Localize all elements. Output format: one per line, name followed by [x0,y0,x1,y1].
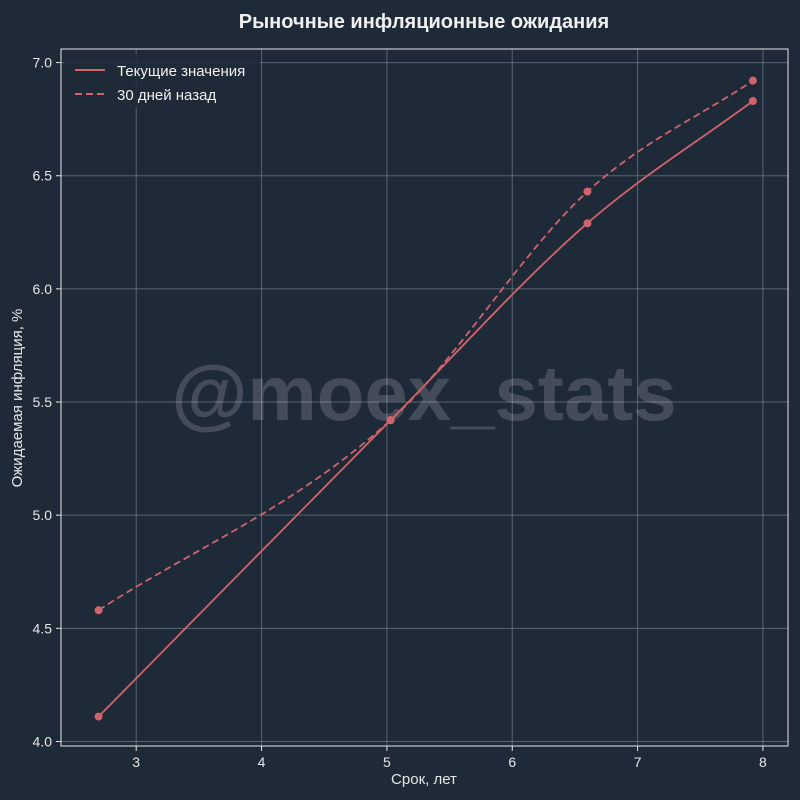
plot-frame [60,48,789,747]
series-points [94,76,757,721]
x-tick-label: 7 [634,754,642,770]
y-tick-label: 4.0 [33,733,53,749]
x-tick-label: 8 [759,754,767,770]
data-point-30-days-ago [94,606,103,615]
y-tick-label: 5.5 [33,394,53,410]
y-tick-label: 4.5 [33,620,53,636]
series-line-current [97,100,754,718]
grid [61,49,788,746]
data-point-current [94,712,103,721]
data-point-30-days-ago [386,416,395,425]
x-tick-label: 5 [383,754,391,770]
x-axis-title: Срок, лет [391,771,457,788]
legend-label-current: Текущие значения [117,63,245,80]
x-tick-label: 3 [132,754,140,770]
watermark: @moex_stats [171,349,676,437]
data-point-30-days-ago [583,187,592,196]
series-lines [97,79,754,718]
chart-title: Рыночные инфляционные ожидания [239,11,609,33]
legend: Текущие значения 30 дней назад [64,54,260,108]
x-axis-ticks: 3 4 5 6 7 8 [132,746,767,770]
series-line-30-days-ago [98,79,754,611]
data-point-current [583,219,592,228]
x-tick-label: 4 [258,754,266,770]
y-tick-label: 6.0 [33,281,53,297]
x-tick-label: 6 [508,754,516,770]
legend-label-30-days-ago: 30 дней назад [117,87,216,104]
legend-box [64,54,260,108]
y-tick-label: 7.0 [33,55,53,71]
data-point-current [748,97,757,106]
y-tick-label: 5.0 [33,507,53,523]
data-point-30-days-ago [748,76,757,85]
y-axis-title: Ожидаемая инфляция, % [9,309,26,488]
y-tick-label: 6.5 [33,168,53,184]
y-axis-ticks: 4.0 4.5 5.0 5.5 6.0 6.5 7.0 [33,55,61,749]
